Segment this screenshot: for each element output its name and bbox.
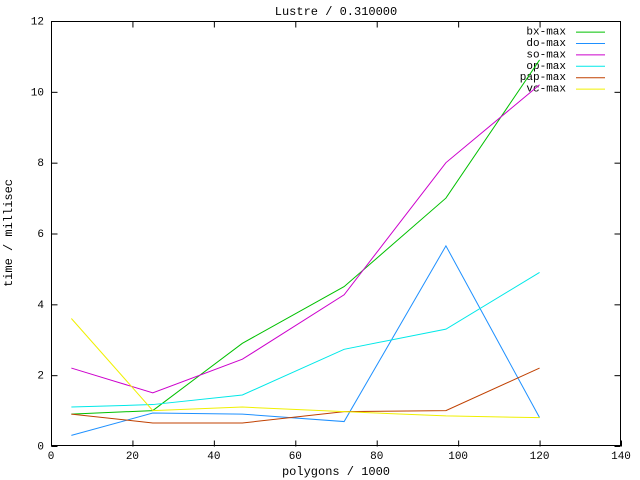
svg-text:120: 120 (530, 451, 550, 463)
svg-text:4: 4 (37, 300, 44, 312)
svg-text:Lustre / 0.310000: Lustre / 0.310000 (275, 5, 397, 19)
svg-text:0: 0 (37, 442, 44, 454)
svg-text:8: 8 (37, 158, 44, 170)
svg-text:140: 140 (611, 451, 631, 463)
svg-text:12: 12 (31, 17, 44, 29)
svg-text:6: 6 (37, 229, 44, 241)
svg-text:time / millisec: time / millisec (2, 179, 16, 287)
svg-text:10: 10 (31, 87, 44, 99)
svg-text:60: 60 (289, 451, 302, 463)
svg-text:100: 100 (448, 451, 468, 463)
svg-text:bx-max: bx-max (526, 27, 566, 39)
svg-text:80: 80 (370, 451, 383, 463)
svg-text:polygons / 1000: polygons / 1000 (282, 465, 390, 479)
svg-text:so-max: so-max (526, 49, 566, 61)
svg-text:0: 0 (48, 451, 55, 463)
svg-text:do-max: do-max (526, 38, 566, 50)
svg-text:vc-max: vc-max (526, 84, 566, 96)
svg-text:2: 2 (37, 371, 44, 383)
svg-text:40: 40 (207, 451, 220, 463)
svg-text:20: 20 (126, 451, 139, 463)
